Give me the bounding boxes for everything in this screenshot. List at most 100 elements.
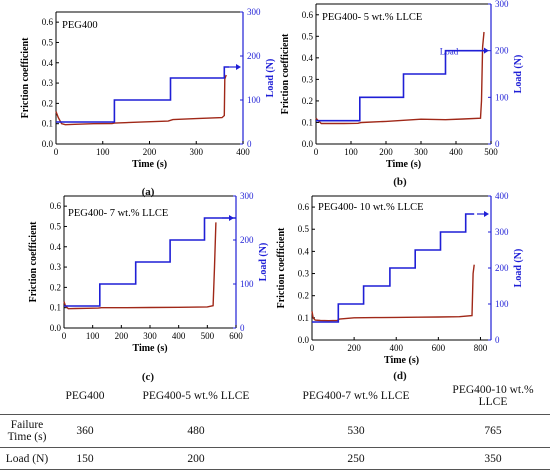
x-tick-label: 500 [201,331,215,341]
x-axis-title: Time (s) [132,159,167,170]
table-cell: 530 [275,414,436,448]
y-tick-label-right: 300 [240,191,254,201]
panel-annotation: PEG400- 5 wt.% LLCE [322,12,422,23]
chart-panel-b: 0 100 200 300 400 500 0.0 0.1 0.2 0.3 0.4 0.5 0.6 0 10… [280,0,524,170]
y-tick-label-left: 0.5 [302,31,314,41]
table-header-cell: PEG400 [65,390,105,402]
panel-label-a: (a) [141,186,155,198]
panel-annotation: PEG400- 10 wt.% LLCE [318,202,424,213]
y-axis-title-right: Load (N) [258,243,269,282]
y-tick-label-right: 0 [495,139,500,149]
table-cell: 480 [115,414,276,448]
y-axis-title-left: Friction coefficient [280,33,291,114]
table-cell: 200 [115,447,276,470]
friction-series-line [311,264,475,322]
y-tick-label-left: 0.0 [302,139,314,149]
chart-panel-a: 0 100 200 300 400 0.0 0.1 0.2 0.3 0.4 0.5 0.6 0 100 20… [20,7,276,170]
y-tick-label-right: 100 [495,92,509,102]
friction-series-line [315,31,485,125]
panel-annotation: PEG400 [62,20,98,31]
y-tick-label-left: 0.3 [298,269,310,279]
x-tick-label: 600 [432,343,446,353]
load-series-line [312,213,475,323]
row-header: Load (N) [0,447,54,470]
table-cell: 350 [436,447,550,470]
x-tick-label: 200 [347,343,361,353]
y-tick-label-left: 0.5 [42,37,54,47]
y-axis-title-left: Friction coefficient [276,227,287,308]
y-tick-label-left: 0.0 [298,335,310,345]
y-tick-label-left: 0.6 [42,17,54,27]
table-cell: 360 [54,414,116,448]
x-tick-label: 400 [389,343,403,353]
x-tick-label: 200 [379,147,393,157]
y-axis-title-right: Load (N) [513,55,524,94]
y-tick-label-right: 200 [247,51,261,61]
y-tick-label-right: 200 [495,263,509,273]
x-tick-label: 200 [115,331,129,341]
table-cell: 150 [54,447,116,470]
table-row: Load (N) 150 200 250 350 [0,447,550,470]
x-tick-label: 400 [449,147,463,157]
y-tick-label-left: 0.5 [50,221,62,231]
y-axis-title-left: Friction coefficient [28,221,39,302]
y-tick-label-right: 0 [247,139,252,149]
y-tick-label-left: 0.1 [50,303,61,313]
x-tick-label: 400 [172,331,186,341]
y-tick-label-right: 300 [247,7,261,17]
x-tick-label: 0 [62,331,67,341]
y-tick-label-left: 0.2 [302,96,313,106]
y-tick-label-left: 0.1 [298,313,309,323]
y-tick-label-left: 0.6 [298,202,310,212]
y-tick-label-right: 100 [247,95,261,105]
failure-summary-table: PEG400 PEG400-5 wt.% LLCE PEG400-7 wt.% … [0,378,550,470]
y-tick-label-left: 0.2 [298,291,309,301]
y-tick-label-left: 0.3 [42,78,54,88]
y-tick-label-left: 0.6 [302,10,314,20]
x-tick-label: 300 [414,147,428,157]
load-axis-arrowhead [484,47,489,54]
friction-series-line [63,222,217,310]
y-tick-label-right: 0 [495,335,500,345]
y-tick-label-left: 0.4 [42,58,54,68]
y-tick-label-left: 0.3 [302,74,314,84]
row-header: Failure Time (s) [0,414,54,448]
table-header-cell: PEG400-10 wt.% LLCE [452,384,534,408]
x-tick-label: 100 [344,147,358,157]
y-tick-label-left: 0.1 [302,117,313,127]
table-header-row: PEG400 PEG400-5 wt.% LLCE PEG400-7 wt.% … [0,378,550,415]
y-tick-label-left: 0.2 [42,98,53,108]
y-tick-label-left: 0.0 [50,323,62,333]
load-axis-arrowhead [236,64,241,70]
load-axis-arrowhead [484,211,489,217]
panel-annotation: PEG400- 7 wt.% LLCE [68,208,168,219]
figure-panels: 0 100 200 300 400 0.0 0.1 0.2 0.3 0.4 0.5 0.6 0 100 20… [20,0,524,366]
y-tick-label-right: 400 [495,191,509,201]
x-tick-label: 100 [96,147,110,157]
y-tick-label-left: 0.3 [50,262,62,272]
table-header-cell: PEG400-7 wt.% LLCE [302,390,410,402]
y-tick-label-left: 0.2 [50,282,61,292]
chart-panel-c: 0 100 200 300 400 500 600 0.0 0.1 0.2 0.3 0.4 0.5 0.6… [28,191,269,354]
y-tick-label-left: 0.1 [42,119,53,129]
y-axis-title-right: Load (N) [265,59,276,98]
table-header-cell: PEG400-5 wt.% LLCE [142,390,250,402]
x-tick-label: 500 [484,147,498,157]
x-tick-label: 600 [229,331,243,341]
x-tick-label: 300 [143,331,157,341]
load-label: Load [440,47,459,57]
table-cell: 765 [436,414,550,448]
y-axis-title-right: Load (N) [513,249,524,288]
y-tick-label-right: 100 [495,299,509,309]
x-tick-label: 200 [143,147,157,157]
load-series-line [64,217,236,307]
x-axis-title: Time (s) [384,355,419,366]
y-tick-label-right: 200 [240,235,254,245]
x-axis-title: Time (s) [132,343,167,354]
load-series-line [316,49,484,122]
x-tick-label: 0 [310,343,315,353]
y-tick-label-left: 0.6 [50,201,62,211]
y-tick-label-right: 300 [495,0,509,9]
y-tick-label-left: 0.4 [50,242,62,252]
y-tick-label-left: 0.4 [302,53,314,63]
